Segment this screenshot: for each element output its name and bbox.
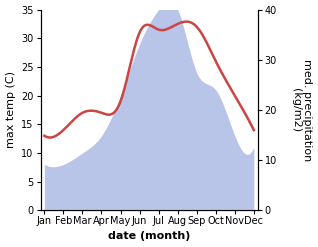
Y-axis label: med. precipitation
(kg/m2): med. precipitation (kg/m2)	[291, 59, 313, 161]
X-axis label: date (month): date (month)	[108, 231, 190, 242]
Y-axis label: max temp (C): max temp (C)	[5, 71, 16, 148]
